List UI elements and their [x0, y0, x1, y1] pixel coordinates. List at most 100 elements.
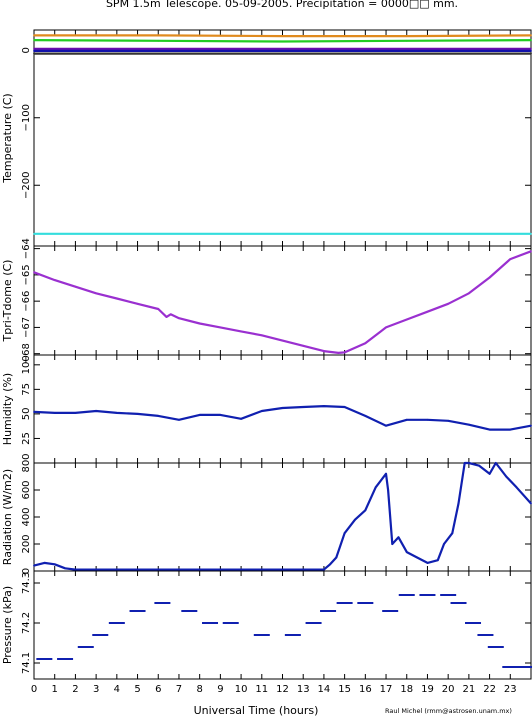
data-point — [260, 334, 263, 337]
data-point — [74, 285, 77, 288]
x-tick-label: 18 — [400, 684, 413, 695]
x-tick-label: 10 — [235, 684, 248, 695]
data-point — [447, 419, 450, 422]
data-point — [405, 318, 408, 321]
data-point — [219, 413, 222, 416]
panel-3: 0 200 400 600 800 Radiation (W/m2) — [1, 453, 532, 574]
y-axis-label: Pressure (kPa) — [1, 586, 14, 664]
data-point — [382, 610, 399, 612]
data-point — [487, 646, 504, 648]
data-point — [343, 532, 346, 535]
data-point — [33, 271, 35, 274]
data-point — [405, 418, 408, 421]
data-point — [467, 423, 470, 426]
x-tick-label: 16 — [359, 684, 372, 695]
x-tick-label: 5 — [134, 684, 140, 695]
data-point — [240, 330, 242, 333]
data-point — [165, 316, 168, 318]
data-point — [53, 279, 56, 282]
data-point — [284, 634, 301, 636]
data-point — [478, 464, 481, 467]
data-point — [157, 308, 160, 310]
data-point — [178, 317, 180, 320]
data-point — [157, 34, 160, 37]
y-axis-label: Radiation (W/m2) — [1, 469, 14, 565]
data-point — [181, 610, 198, 612]
data-point — [416, 556, 419, 559]
data-point — [440, 594, 457, 596]
data-point — [530, 424, 532, 427]
x-tick-label: 8 — [196, 684, 202, 695]
data-point — [129, 610, 146, 612]
data-point — [336, 602, 353, 604]
data-point — [219, 326, 222, 329]
data-point — [451, 532, 454, 535]
data-point — [343, 351, 346, 354]
data-point — [426, 562, 429, 564]
series-0 — [36, 594, 532, 668]
data-point — [530, 50, 532, 52]
series-3 — [33, 49, 532, 53]
data-point — [136, 302, 139, 305]
data-point — [387, 489, 390, 491]
series-0 — [33, 461, 532, 571]
y-tick-label: −64 — [21, 238, 32, 259]
data-point — [53, 563, 56, 566]
data-point — [323, 405, 325, 407]
x-tick-label: 17 — [380, 684, 393, 695]
data-point — [202, 622, 219, 624]
data-point — [281, 339, 284, 342]
y-tick-label: −67 — [21, 317, 32, 338]
data-point — [530, 48, 532, 50]
y-tick-label: 74.1 — [21, 652, 32, 674]
data-point — [443, 543, 445, 545]
y-tick-label: −66 — [21, 291, 32, 312]
data-point — [530, 39, 532, 42]
series-line — [33, 461, 532, 571]
x-tick-label: 19 — [421, 684, 434, 695]
data-point — [281, 35, 284, 37]
data-point — [157, 39, 160, 42]
data-point — [530, 34, 532, 37]
data-point — [320, 610, 337, 612]
data-point — [463, 462, 466, 464]
y-tick-label: 0 — [21, 47, 32, 53]
data-point — [302, 344, 305, 347]
panel-0: 0 −100 −200 Temperature (C) — [1, 29, 532, 247]
data-point — [419, 594, 436, 596]
data-point — [364, 509, 367, 512]
data-point — [33, 52, 35, 55]
data-point — [305, 622, 322, 624]
data-point — [436, 559, 439, 562]
data-point — [509, 258, 512, 261]
data-point — [115, 412, 118, 414]
data-point — [329, 563, 332, 566]
data-point — [530, 52, 532, 55]
series-4 — [33, 52, 532, 55]
x-tick-label: 20 — [442, 684, 455, 695]
y-tick-label: 600 — [21, 480, 32, 499]
panel-2: 25 50 75 100 Humidity (%) — [1, 354, 532, 464]
data-point — [33, 34, 35, 37]
y-axis-label: Humidity (%) — [1, 373, 14, 445]
series-line — [33, 250, 532, 354]
data-point — [467, 292, 470, 295]
data-point — [374, 486, 377, 489]
credit-text: Raul Michel (rmm@astrosen.unam.mx) — [385, 707, 512, 715]
data-point — [198, 322, 201, 325]
data-point — [530, 232, 532, 235]
data-point — [92, 634, 109, 636]
data-point — [302, 406, 305, 408]
data-point — [488, 428, 491, 431]
data-point — [281, 407, 284, 409]
y-tick-label: 400 — [21, 507, 32, 526]
data-point — [385, 326, 387, 329]
data-point — [515, 486, 518, 489]
data-point — [136, 413, 139, 415]
data-point — [467, 462, 470, 464]
y-tick-label: 800 — [21, 453, 32, 472]
x-tick-label: 3 — [93, 684, 99, 695]
data-point — [335, 556, 338, 559]
data-point — [426, 310, 429, 313]
